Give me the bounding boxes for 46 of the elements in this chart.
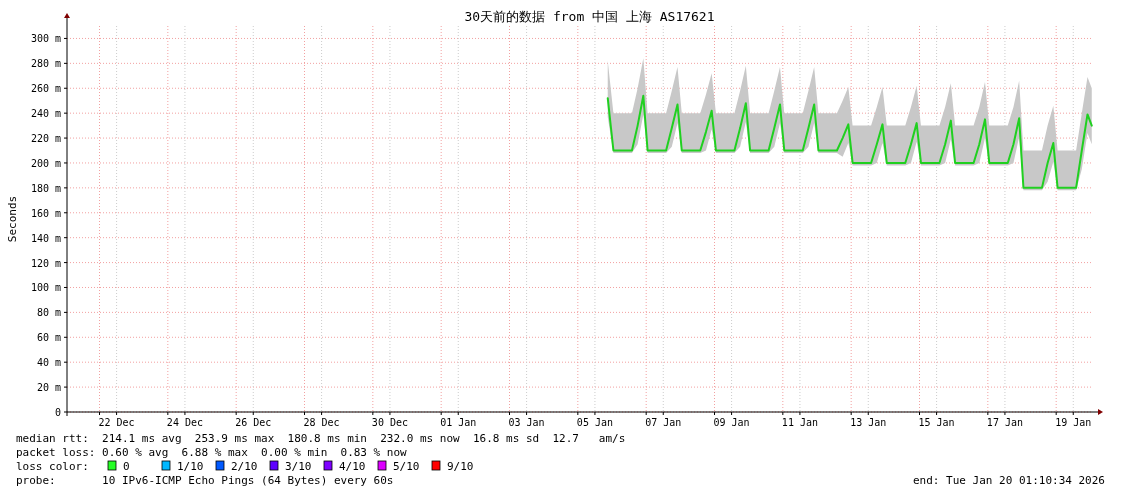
y-tick-label: 240 m bbox=[30, 108, 61, 120]
y-tick-label: 120 m bbox=[30, 257, 61, 269]
text: median rtt: 214.1 ms avg 253.9 ms max 180.8 ms min 232.0 ms now 16.8 ms sd 12.7 am/s bbox=[16, 432, 626, 445]
text: probe: 10 IPv6-ICMP Echo Pings (64 Bytes) every 60s bbox=[16, 474, 394, 487]
x-tick-label: 15 Jan bbox=[918, 417, 955, 428]
y-tick-label: 260 m bbox=[30, 83, 61, 95]
x-tick-label: 22 Dec bbox=[98, 417, 135, 428]
x-tick-label: 11 Jan bbox=[781, 417, 818, 428]
x-tick-label: 24 Dec bbox=[166, 417, 203, 428]
text: 0 bbox=[123, 460, 130, 473]
text: 1/10 bbox=[177, 460, 204, 473]
y-tick-label: 220 m bbox=[30, 133, 61, 145]
y-tick-label: 40 m bbox=[36, 357, 61, 369]
x-tick-label: 09 Jan bbox=[713, 417, 750, 428]
x-tick-label: 03 Jan bbox=[508, 417, 545, 428]
chart-title: 30天前的数据 from 中国 上海 AS17621 bbox=[464, 9, 715, 24]
x-tick-label: 19 Jan bbox=[1055, 417, 1092, 428]
y-tick-label: 180 m bbox=[30, 182, 61, 194]
text: 9/10 bbox=[447, 460, 474, 473]
y-tick-label: 80 m bbox=[36, 307, 61, 319]
x-tick-label: 17 Jan bbox=[986, 417, 1023, 428]
y-tick-label: 280 m bbox=[30, 58, 61, 70]
y-tick-label: 100 m bbox=[30, 282, 61, 294]
y-tick-label: 160 m bbox=[30, 207, 61, 219]
x-tick-label: 30 Dec bbox=[371, 417, 408, 428]
y-tick-label: 20 m bbox=[36, 382, 61, 394]
y-tick-label: 140 m bbox=[30, 232, 61, 244]
y-tick-label: 60 m bbox=[36, 332, 61, 344]
y-axis-title: Seconds bbox=[6, 195, 19, 243]
x-tick-label: 07 Jan bbox=[645, 417, 682, 428]
x-tick-label: 26 Dec bbox=[235, 417, 272, 428]
y-tick-label: 200 m bbox=[30, 157, 61, 169]
x-tick-label: 05 Jan bbox=[576, 417, 613, 428]
x-tick-label: 13 Jan bbox=[850, 417, 887, 428]
line-series bbox=[606, 94, 1093, 189]
text: 5/10 bbox=[393, 460, 420, 473]
text: loss color: bbox=[16, 460, 89, 473]
y-tick-label: 0 bbox=[54, 407, 61, 418]
text: 4/10 bbox=[339, 460, 366, 473]
text: packet loss: 0.60 % avg 6.88 % max 0.00 % min 0.83 % now bbox=[16, 446, 408, 459]
text: 2/10 bbox=[231, 460, 258, 473]
x-tick-label: 01 Jan bbox=[440, 417, 477, 428]
text: 3/10 bbox=[285, 460, 312, 473]
text: end: Tue Jan 20 01:10:34 2026 bbox=[912, 474, 1105, 487]
y-tick-label: 300 m bbox=[30, 33, 61, 45]
x-tick-label: 28 Dec bbox=[303, 417, 340, 428]
